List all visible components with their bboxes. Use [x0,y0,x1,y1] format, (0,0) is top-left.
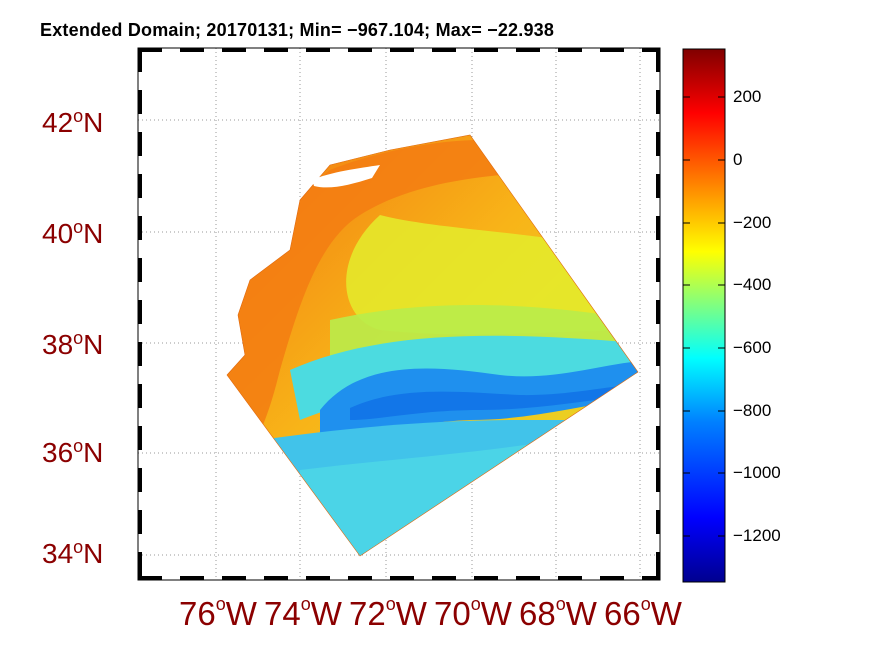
colorbar-ticks [683,96,725,537]
lon-label-70: 70oW [434,594,512,632]
lon-label-76: 76oW [179,594,257,632]
lon-label-74: 74oW [264,594,342,632]
lon-label-66: 66oW [604,594,682,632]
lat-label-36: 36oN [42,436,104,468]
colorbar-tick-label: −600 [733,338,772,357]
lat-label-38: 38oN [42,328,104,360]
lat-label-34: 34oN [42,537,104,569]
colorbar-tick-label: −400 [733,275,772,294]
long-island [312,165,380,188]
map-title: Extended Domain; 20170131; Min= −967.104… [40,20,555,40]
colorbar [682,48,726,583]
colorbar-tick-label: 200 [733,87,762,106]
colorbar-tick-label: 0 [733,150,743,169]
frame-ticks [138,48,660,580]
colorbar-tick-label: −1000 [733,463,781,482]
lat-label-40: 40oN [42,217,104,249]
colorbar-tick-label: −200 [733,213,772,232]
lon-label-72: 72oW [349,594,427,632]
lat-label-42: 42oN [42,106,104,138]
colorbar-tick-label: −800 [733,401,772,420]
lon-label-68: 68oW [519,594,597,632]
colorbar-tick-label: −1200 [733,526,781,545]
